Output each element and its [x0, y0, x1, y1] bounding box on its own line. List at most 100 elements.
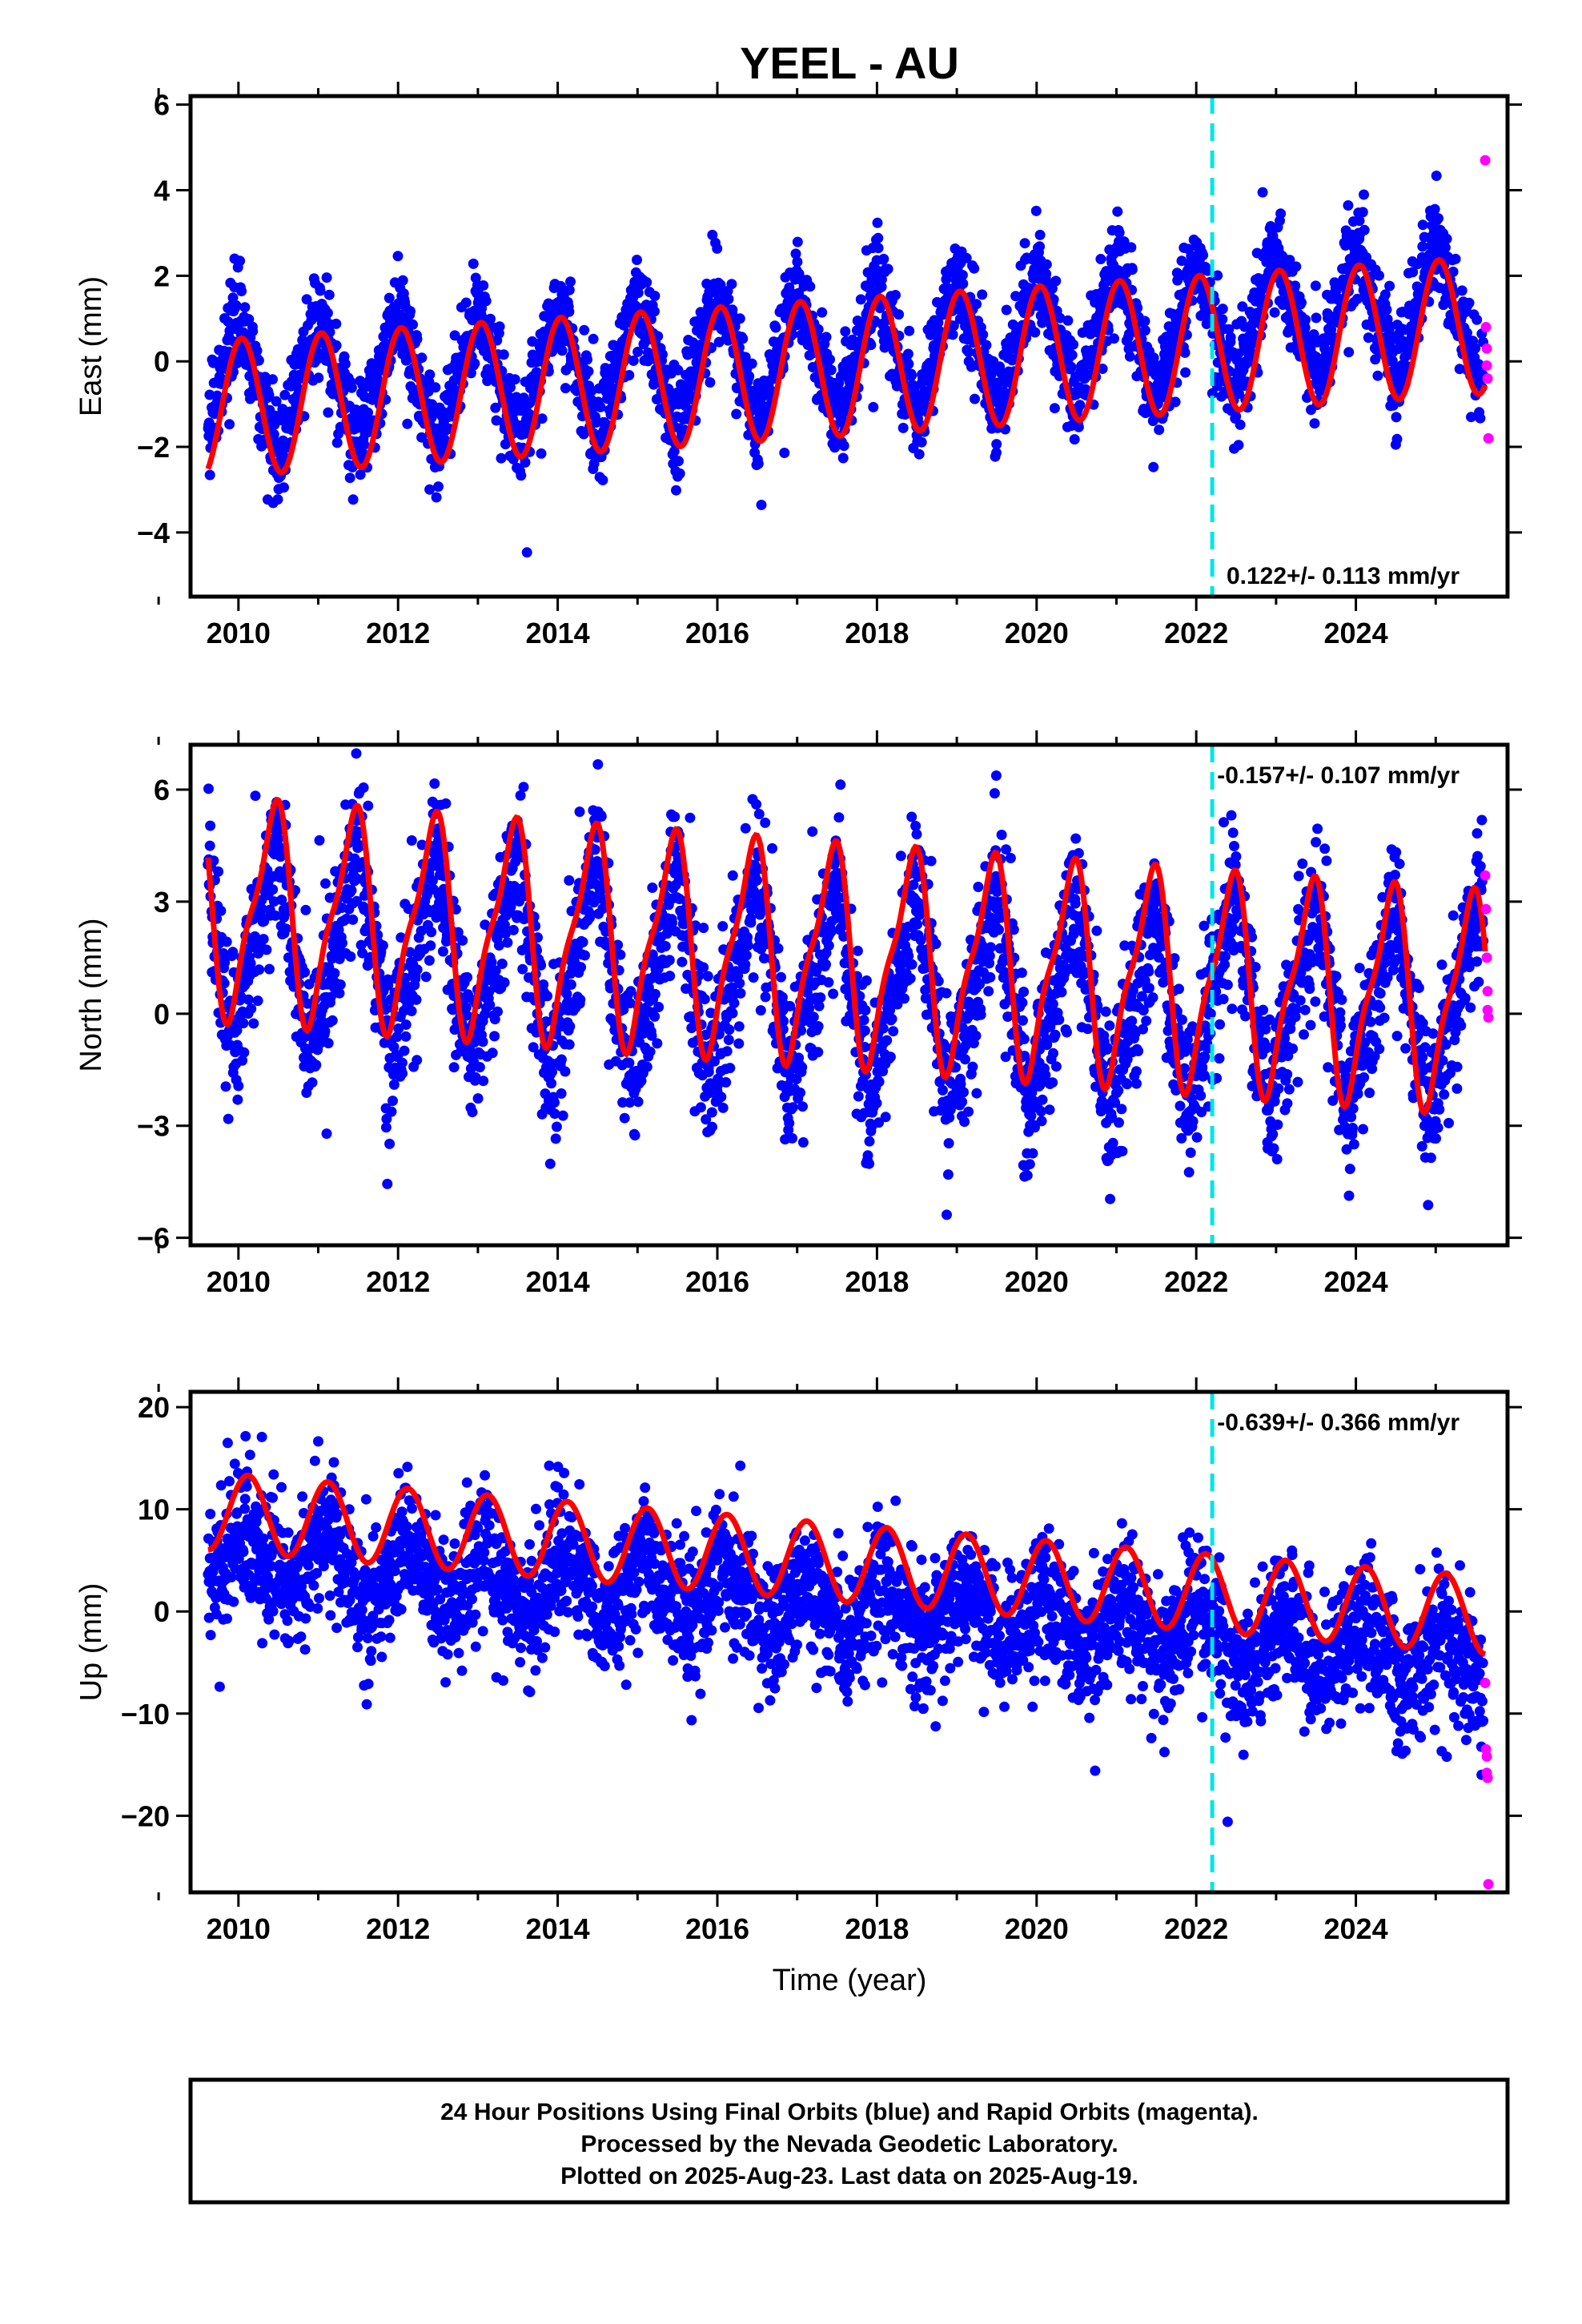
final-orbit-point: [400, 1031, 412, 1042]
final-orbit-point: [1363, 332, 1374, 344]
final-orbit-point: [430, 382, 441, 393]
final-orbit-point: [331, 340, 342, 351]
final-orbit-point: [592, 759, 604, 770]
rapid-orbit-point: [1481, 343, 1492, 354]
final-orbit-point: [307, 1077, 318, 1088]
final-orbit-point: [707, 229, 718, 240]
final-orbit-point: [551, 1121, 562, 1132]
final-orbit-point: [1211, 380, 1223, 392]
final-orbit-point: [246, 1003, 257, 1015]
final-orbit-point: [433, 481, 444, 493]
x-tick-label: 2014: [526, 617, 590, 649]
final-orbit-point: [825, 354, 835, 365]
final-orbit-point: [412, 1055, 423, 1066]
final-orbit-point: [712, 243, 723, 254]
final-orbit-point: [733, 1038, 745, 1049]
final-orbit-point: [388, 1079, 400, 1090]
final-orbit-point: [597, 475, 608, 485]
final-orbit-point: [416, 926, 427, 936]
final-orbit-point: [644, 1046, 656, 1057]
final-orbit-point: [1472, 314, 1483, 325]
final-orbit-point: [224, 1039, 235, 1051]
final-orbit-point: [699, 994, 710, 1005]
final-orbit-point: [575, 994, 586, 1005]
final-orbit-point: [580, 950, 590, 961]
final-orbit-point: [873, 243, 884, 254]
final-orbit-point: [669, 811, 681, 822]
final-orbit-point: [671, 485, 681, 496]
final-orbit-point: [248, 1018, 259, 1029]
final-orbit-point: [649, 291, 661, 301]
final-orbit-point: [1231, 411, 1242, 422]
final-orbit-point: [1198, 250, 1209, 261]
final-orbit-point: [315, 1037, 327, 1048]
final-orbit-point: [752, 875, 762, 886]
final-orbit-point: [560, 383, 571, 394]
final-orbit-point: [579, 324, 590, 336]
final-orbit-point: [767, 842, 777, 854]
final-orbit-point: [1073, 421, 1084, 432]
final-orbit-point: [902, 348, 913, 360]
final-orbit-point: [1030, 327, 1041, 338]
final-orbit-point: [970, 393, 980, 404]
final-orbit-point: [624, 1057, 635, 1068]
final-orbit-point: [363, 407, 373, 418]
final-orbit-point: [344, 472, 355, 484]
final-orbit-point: [1462, 328, 1472, 339]
final-orbit-point: [677, 956, 688, 967]
final-orbit-point: [957, 270, 968, 280]
final-orbit-point: [717, 921, 729, 932]
final-orbit-point: [1062, 315, 1074, 326]
final-orbit-point: [779, 448, 790, 458]
final-orbit-point: [314, 834, 325, 846]
final-orbit-point: [399, 1045, 410, 1056]
final-orbit-point: [254, 964, 265, 975]
final-orbit-point: [372, 378, 383, 389]
final-orbit-point: [1441, 233, 1452, 244]
final-orbit-point: [1233, 348, 1244, 360]
final-orbit-point: [518, 782, 529, 793]
final-orbit-point: [557, 1110, 568, 1121]
final-orbit-point: [1269, 307, 1280, 318]
final-orbit-point: [1466, 412, 1476, 423]
final-orbit-point: [258, 934, 269, 945]
final-orbit-point: [337, 938, 347, 949]
final-orbit-point: [1001, 304, 1012, 316]
final-orbit-point: [339, 359, 351, 369]
final-orbit-point: [991, 439, 1002, 450]
final-orbit-point: [1126, 242, 1137, 253]
final-orbit-point: [223, 316, 234, 328]
final-orbit-point: [1212, 270, 1223, 281]
final-orbit-point: [790, 248, 801, 259]
final-orbit-point: [382, 1178, 393, 1189]
final-orbit-point: [381, 1113, 392, 1124]
east-panel: 2010 2012 2014 2016 2018 2020 2022 2024−4−20246…: [74, 82, 1522, 649]
final-orbit-point: [1291, 261, 1302, 272]
final-orbit-point: [817, 307, 828, 318]
final-orbit-point: [1126, 264, 1138, 275]
final-orbit-point: [1357, 207, 1368, 218]
final-orbit-point: [632, 255, 642, 265]
final-orbit-point: [556, 345, 568, 356]
final-orbit-point: [742, 940, 753, 951]
final-orbit-point: [734, 978, 745, 989]
final-orbit-point: [978, 329, 989, 340]
final-orbit-point: [897, 422, 909, 433]
final-orbit-point: [544, 1158, 556, 1169]
y-tick-label: 4: [154, 175, 170, 207]
final-orbit-point: [231, 1025, 243, 1036]
final-orbit-point: [395, 309, 406, 320]
final-orbit-point: [347, 914, 359, 925]
final-orbit-point: [412, 964, 423, 975]
final-orbit-point: [377, 940, 388, 951]
x-tick-label: 2020: [1005, 617, 1069, 649]
final-orbit-point: [1069, 434, 1080, 445]
final-orbit-point: [588, 897, 600, 908]
final-orbit-point: [322, 308, 333, 319]
final-orbit-point: [1068, 339, 1079, 350]
final-orbit-point: [564, 306, 575, 317]
final-orbit-point: [468, 258, 479, 269]
final-orbit-point: [492, 1006, 503, 1017]
final-orbit-point: [698, 962, 709, 973]
final-orbit-point: [420, 971, 432, 983]
